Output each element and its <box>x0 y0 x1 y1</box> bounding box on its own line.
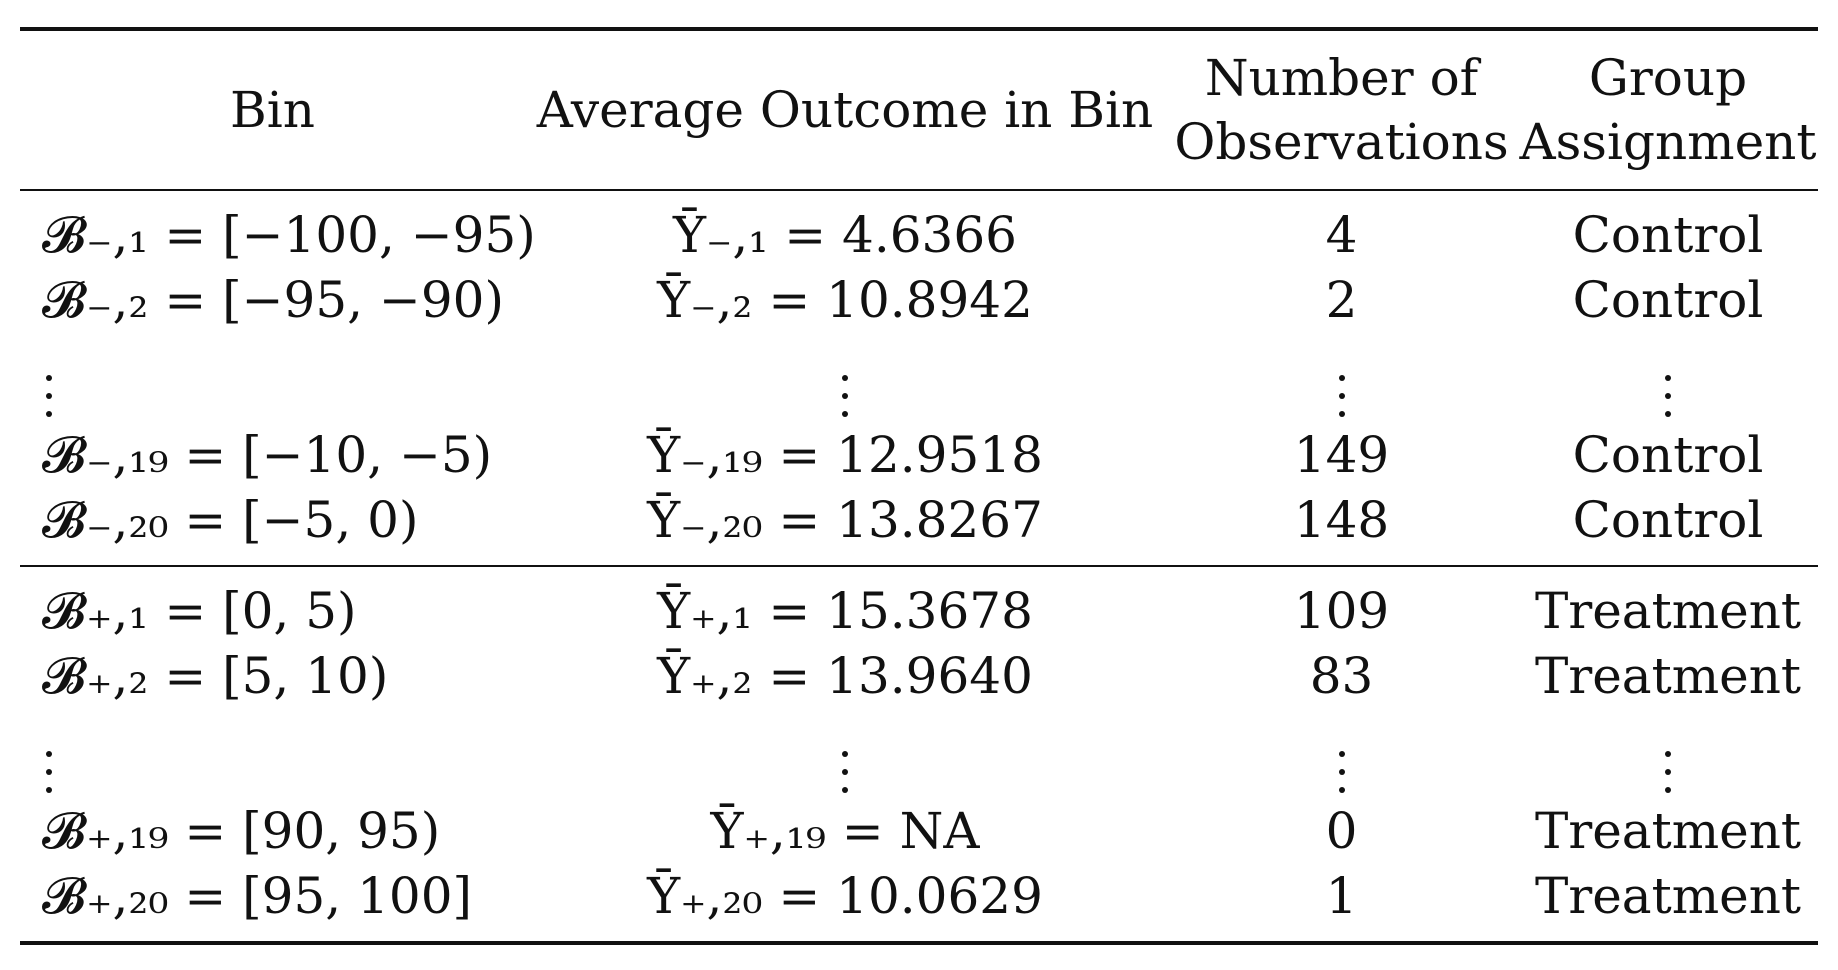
vdots-avg <box>525 333 1165 423</box>
avg-cell: Ȳ₋,₁₉ = 12.9518 <box>647 426 1043 484</box>
vdots-avg <box>525 709 1165 799</box>
header-num-line2: Observations <box>1174 113 1509 171</box>
header-number-of-observations: Number of Observations <box>1165 31 1518 189</box>
group-divider <box>20 565 1818 567</box>
header-rule-row <box>20 189 1818 191</box>
avg-cell: Ȳ₊,₁ = 15.3678 <box>657 582 1033 640</box>
group-divider-row <box>20 565 1818 567</box>
group-cell: Treatment <box>1534 867 1802 925</box>
header-bin: Bin <box>230 81 315 139</box>
bin-cell: 𝓑₋,₂ = [−95, −90) <box>42 271 504 329</box>
vdots-num <box>1165 709 1518 799</box>
header-group-assignment: Group Assignment <box>1518 31 1818 189</box>
group-cell: Control <box>1572 271 1764 329</box>
data-table: Bin Average Outcome in Bin Number of Obs… <box>20 31 1818 941</box>
ellipsis-row <box>20 709 1818 799</box>
table-row: 𝓑₊,₁ = [0, 5) Ȳ₊,₁ = 15.3678 109 Treatme… <box>20 579 1818 644</box>
table-row: 𝓑₋,₁₉ = [−10, −5) Ȳ₋,₁₉ = 12.9518 149 Co… <box>20 423 1818 488</box>
vdots-grp <box>1518 709 1818 799</box>
vdots-bin <box>20 333 525 423</box>
table-row: 𝓑₊,₂ = [5, 10) Ȳ₊,₂ = 13.9640 83 Treatme… <box>20 644 1818 709</box>
top-rule <box>20 27 1818 31</box>
bin-cell: 𝓑₊,₁ = [0, 5) <box>42 582 357 640</box>
avg-cell: Ȳ₋,₂ = 10.8942 <box>657 271 1033 329</box>
vdots-bin <box>20 709 525 799</box>
group-cell: Control <box>1572 491 1764 549</box>
header-grp-line1: Group <box>1588 49 1748 107</box>
avg-cell: Ȳ₊,₁₉ = NA <box>710 802 980 860</box>
vdots-num <box>1165 333 1518 423</box>
num-cell: 2 <box>1325 271 1358 329</box>
table-row: 𝓑₋,₂₀ = [−5, 0) Ȳ₋,₂₀ = 13.8267 148 Cont… <box>20 488 1818 553</box>
num-cell: 149 <box>1293 426 1390 484</box>
ellipsis-row <box>20 333 1818 423</box>
bottom-rule <box>20 941 1818 945</box>
bin-cell: 𝓑₊,₂₀ = [95, 100] <box>42 867 473 925</box>
bin-cell: 𝓑₊,₁₉ = [90, 95) <box>42 802 441 860</box>
group-cell: Control <box>1572 426 1764 484</box>
avg-cell: Ȳ₊,₂ = 13.9640 <box>657 647 1033 705</box>
avg-cell: Ȳ₊,₂₀ = 10.0629 <box>647 867 1043 925</box>
num-cell: 4 <box>1325 206 1358 264</box>
table-row: 𝓑₋,₂ = [−95, −90) Ȳ₋,₂ = 10.8942 2 Contr… <box>20 268 1818 333</box>
bin-cell: 𝓑₋,₂₀ = [−5, 0) <box>42 491 419 549</box>
num-cell: 1 <box>1325 867 1358 925</box>
group-cell: Treatment <box>1534 802 1802 860</box>
bin-summary-table: Bin Average Outcome in Bin Number of Obs… <box>20 27 1818 945</box>
bin-cell: 𝓑₊,₂ = [5, 10) <box>42 647 389 705</box>
header-average-outcome: Average Outcome in Bin <box>536 81 1154 139</box>
header-num-line1: Number of <box>1204 49 1479 107</box>
group-cell: Control <box>1572 206 1764 264</box>
num-cell: 83 <box>1309 647 1374 705</box>
table-row: 𝓑₊,₂₀ = [95, 100] Ȳ₊,₂₀ = 10.0629 1 Trea… <box>20 864 1818 929</box>
group-cell: Treatment <box>1534 582 1802 640</box>
avg-cell: Ȳ₋,₁ = 4.6366 <box>673 206 1017 264</box>
table-row: 𝓑₋,₁ = [−100, −95) Ȳ₋,₁ = 4.6366 4 Contr… <box>20 203 1818 268</box>
avg-cell: Ȳ₋,₂₀ = 13.8267 <box>647 491 1043 549</box>
vdots-grp <box>1518 333 1818 423</box>
header-row: Bin Average Outcome in Bin Number of Obs… <box>20 31 1818 189</box>
bin-cell: 𝓑₋,₁₉ = [−10, −5) <box>42 426 493 484</box>
group-cell: Treatment <box>1534 647 1802 705</box>
num-cell: 0 <box>1325 802 1358 860</box>
table-row: 𝓑₊,₁₉ = [90, 95) Ȳ₊,₁₉ = NA 0 Treatment <box>20 799 1818 864</box>
header-rule <box>20 189 1818 191</box>
num-cell: 148 <box>1293 491 1390 549</box>
num-cell: 109 <box>1293 582 1390 640</box>
bin-cell: 𝓑₋,₁ = [−100, −95) <box>42 206 536 264</box>
header-grp-line2: Assignment <box>1519 113 1817 171</box>
